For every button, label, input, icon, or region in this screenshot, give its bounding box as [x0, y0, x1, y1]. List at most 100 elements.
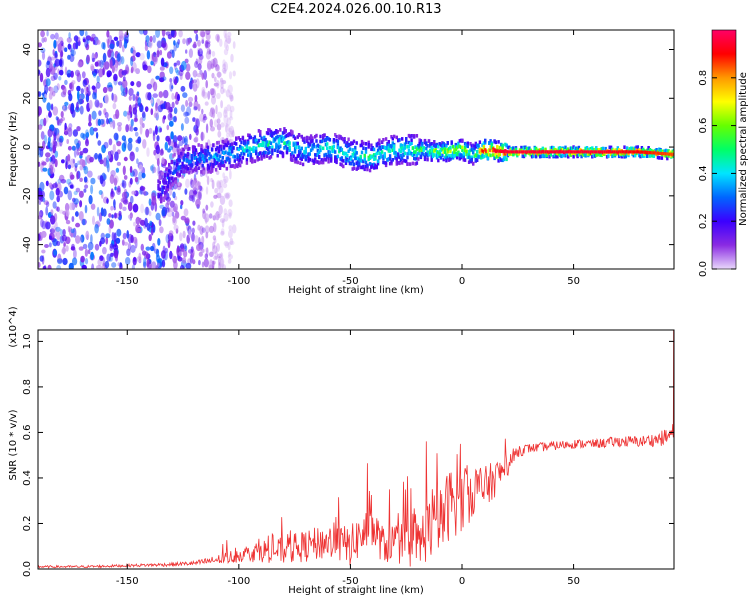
- spectrogram-cell: [605, 155, 609, 159]
- spectrogram-cell: [90, 37, 94, 42]
- spectrogram-cell: [466, 153, 469, 157]
- spectrogram-cell: [484, 150, 487, 155]
- spectrogram-cell: [509, 150, 512, 154]
- spectrogram-cell: [418, 141, 421, 146]
- spectrogram-cell: [56, 132, 60, 141]
- spectrogram-cell: [670, 152, 673, 156]
- spectrogram-cell: [248, 133, 251, 138]
- spectrogram-cell: [486, 149, 490, 154]
- spectrogram-cell: [498, 149, 502, 153]
- spectrogram-cell: [88, 121, 92, 127]
- spectrogram-cell: [497, 155, 500, 159]
- spectrogram-cell: [96, 39, 101, 45]
- spectrogram-cell: [128, 137, 133, 143]
- spectrogram-cell: [220, 100, 224, 109]
- spectrogram-cell: [38, 59, 42, 67]
- spectrogram-cell: [182, 164, 186, 168]
- spectrogram-cell: [40, 47, 46, 53]
- spectrogram-cell: [179, 72, 183, 80]
- spectrogram-cell: [155, 30, 161, 38]
- spectrogram-cell: [541, 146, 544, 151]
- spectrogram-cell: [135, 228, 142, 233]
- spectrogram-cell: [496, 145, 499, 149]
- spectrogram-cell: [604, 146, 607, 151]
- spectrogram-cell: [60, 50, 64, 58]
- spectrogram-cell: [204, 149, 207, 153]
- spectrogram-cell: [291, 151, 294, 155]
- spectrogram-cell: [216, 192, 222, 199]
- spectrogram-cell: [538, 150, 542, 154]
- spectrogram-cell: [182, 38, 187, 45]
- spectrogram-cell: [188, 189, 195, 199]
- spectrogram-cell: [435, 142, 439, 147]
- spectrogram-cell: [259, 151, 262, 155]
- spectrogram-cell: [228, 152, 231, 156]
- spectrogram-cell: [177, 150, 180, 155]
- spectrogram-cell: [672, 154, 674, 159]
- spectrogram-cell: [161, 208, 166, 217]
- spectrogram-cell: [251, 147, 254, 152]
- spectrogram-cell: [646, 150, 649, 154]
- spectrogram-cell: [207, 90, 211, 100]
- spectrogram-cell: [194, 136, 199, 143]
- spectrogram-cell: [497, 159, 500, 163]
- spectrogram-cell: [98, 190, 103, 195]
- spectrogram-plot-frame: [37, 29, 675, 270]
- spectrogram-cell: [293, 150, 297, 154]
- spectrogram-cell: [305, 139, 309, 143]
- spectrogram-cell: [295, 145, 298, 150]
- spectrogram-cell: [551, 150, 554, 154]
- spectrogram-cell: [53, 249, 58, 256]
- spectrogram-cell: [210, 201, 214, 208]
- spectrogram-cell: [431, 151, 435, 155]
- spectrogram-cell: [201, 39, 205, 44]
- spectrogram-cell: [403, 146, 407, 150]
- spectrogram-cell: [402, 148, 405, 153]
- spectrogram-cell: [185, 71, 191, 81]
- spectrogram-cell: [102, 52, 107, 63]
- spectrogram-cell: [197, 103, 201, 112]
- spectrogram-cell: [413, 152, 416, 156]
- spectrogram-cell: [640, 146, 644, 150]
- spectrogram-cell: [232, 154, 235, 159]
- spectrogram-cell: [200, 157, 203, 161]
- spectrogram-cell: [378, 146, 381, 150]
- spectrogram-cell: [334, 150, 337, 154]
- spectrogram-cell: [512, 146, 515, 150]
- spectrogram-cell: [166, 187, 170, 192]
- y-tick-label: 1.0: [22, 333, 33, 349]
- spectrogram-cell: [218, 185, 224, 194]
- spectrogram-cell: [166, 173, 170, 177]
- spectrogram-cell: [284, 141, 287, 146]
- spectrogram-cell: [359, 158, 362, 163]
- spectrogram-cell: [101, 42, 105, 50]
- spectrogram-cell: [222, 59, 226, 67]
- spectrogram-cell: [320, 160, 324, 165]
- spectrogram-cell: [45, 206, 49, 216]
- spectrogram-cell: [229, 164, 232, 168]
- spectrogram-cell: [307, 159, 310, 163]
- spectrogram-cell: [205, 30, 211, 35]
- spectrogram-cell: [245, 158, 249, 162]
- spectrogram-cell: [283, 130, 286, 134]
- spectrogram-cell: [342, 159, 345, 163]
- spectrogram-cell: [212, 57, 218, 68]
- spectrogram-cell: [600, 153, 603, 158]
- spectrogram-cell: [142, 250, 147, 256]
- spectrogram-cell: [281, 131, 285, 135]
- spectrogram-cell: [168, 146, 173, 151]
- spectrogram-cell: [280, 150, 283, 155]
- spectrogram-cell: [87, 90, 91, 96]
- spectrogram-cell: [419, 146, 423, 150]
- spectrogram-cell: [655, 148, 658, 152]
- spectrogram-cell: [185, 166, 188, 170]
- spectrogram-cell: [280, 137, 283, 141]
- spectrogram-cell: [219, 263, 224, 269]
- spectrogram-cell: [285, 133, 289, 138]
- spectrogram-cell: [508, 152, 511, 156]
- spectrogram-cell: [206, 163, 210, 168]
- spectrogram-cell: [181, 147, 184, 152]
- spectrogram-cell: [222, 63, 227, 70]
- spectrogram-cell: [260, 143, 263, 147]
- spectrogram-cell: [271, 151, 274, 156]
